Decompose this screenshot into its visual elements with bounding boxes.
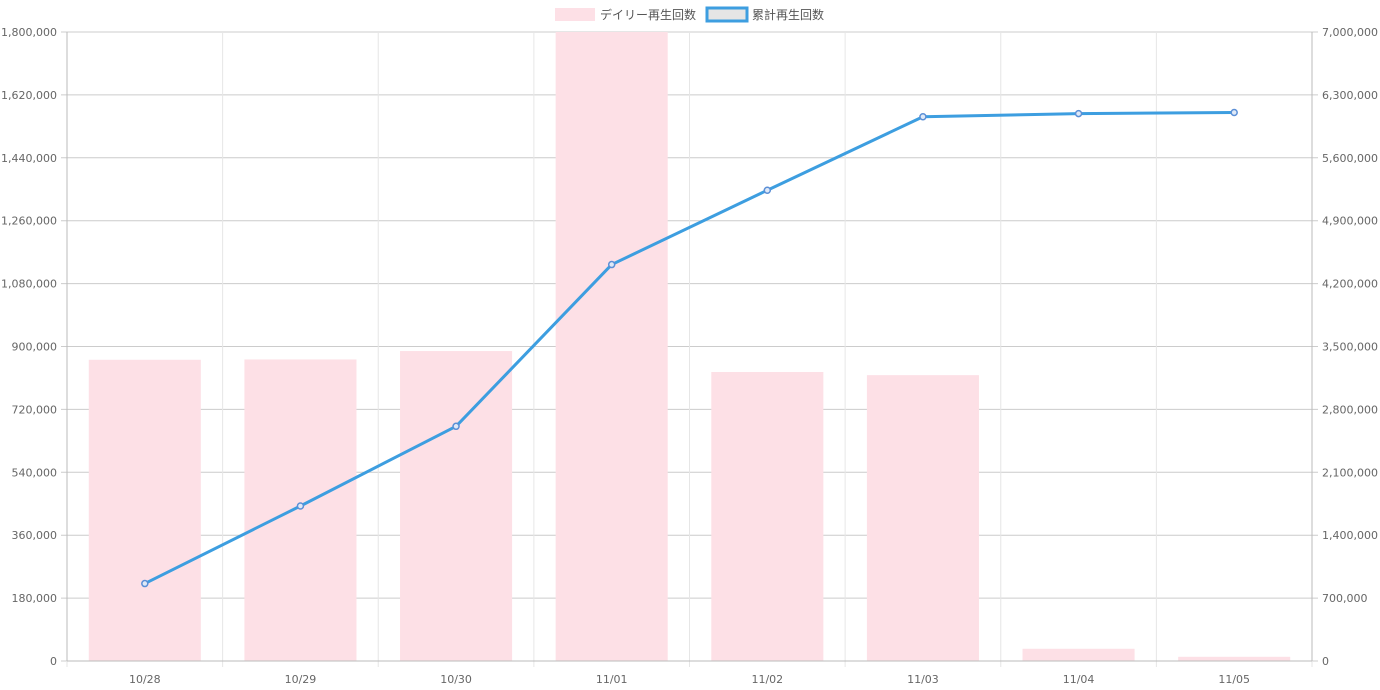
y-left-tick-label: 1,620,000 [1,89,57,102]
cumulative-line-series [141,108,1238,588]
y-right-tick-label: 7,000,000 [1322,26,1378,39]
y-left-tick-label: 1,440,000 [1,152,57,165]
y-right-tick-label: 5,600,000 [1322,152,1378,165]
legend-item-cumulative[interactable]: 累計再生回数 [705,6,824,23]
x-tick-label: 10/28 [129,673,161,686]
x-tick-label: 10/30 [440,673,472,686]
x-tick-label: 11/03 [907,673,939,686]
y-left-tick-label: 1,800,000 [1,26,57,39]
x-tick-label: 10/29 [285,673,317,686]
legend[interactable]: デイリー再生回数 累計再生回数 [555,6,824,23]
daily-bar [244,359,357,661]
y-left-tick-label: 1,260,000 [1,215,57,228]
cumulative-point [452,422,460,431]
y-right-tick-label: 4,200,000 [1322,278,1378,291]
y-left-tick-label: 180,000 [12,592,58,605]
axes: 0 0 180,000 700,000 360,000 1,400,000 540,000 2… [1,26,1378,686]
cumulative-point [763,186,772,194]
y-right-tick-label: 4,900,000 [1322,215,1378,228]
cumulative-point [1074,109,1083,118]
y-left-tick-label: 0 [50,655,57,668]
y-left-tick-label: 720,000 [12,403,58,416]
y-right-tick-label: 2,800,000 [1322,403,1378,416]
daily-bar [866,375,979,661]
cumulative-point [1230,108,1238,117]
daily-bars [88,32,1291,661]
daily-bar [1178,656,1291,661]
y-right-tick-label: 1,400,000 [1322,529,1378,542]
legend-label-cumulative: 累計再生回数 [752,7,824,22]
y-right-tick-label: 6,300,000 [1322,89,1378,102]
daily-bar [555,32,668,661]
cumulative-point [919,112,927,121]
cumulative-point [296,502,305,510]
cumulative-point [607,260,616,269]
daily-bar [711,372,824,661]
x-tick-label: 11/01 [596,673,628,686]
y-right-tick-label: 700,000 [1322,592,1368,605]
daily-bar [88,359,201,661]
y-right-tick-label: 0 [1322,655,1329,668]
legend-swatch-cumulative [705,6,749,23]
daily-bar [1022,648,1135,661]
x-tick-label: 11/04 [1063,673,1095,686]
legend-item-daily[interactable]: デイリー再生回数 [555,7,696,22]
x-tick-label: 11/02 [751,673,783,686]
cumulative-line [144,111,1235,585]
y-left-tick-label: 540,000 [12,466,58,479]
y-left-tick-label: 900,000 [12,341,58,354]
y-right-tick-label: 2,100,000 [1322,466,1378,479]
cumulative-point [141,579,149,588]
daily-bar [400,351,513,661]
legend-label-daily: デイリー再生回数 [600,7,696,22]
y-left-tick-label: 1,080,000 [1,278,57,291]
legend-swatch-daily [555,8,595,21]
x-tick-label: 11/05 [1218,673,1250,686]
y-right-tick-label: 3,500,000 [1322,341,1378,354]
y-left-tick-label: 360,000 [12,529,58,542]
